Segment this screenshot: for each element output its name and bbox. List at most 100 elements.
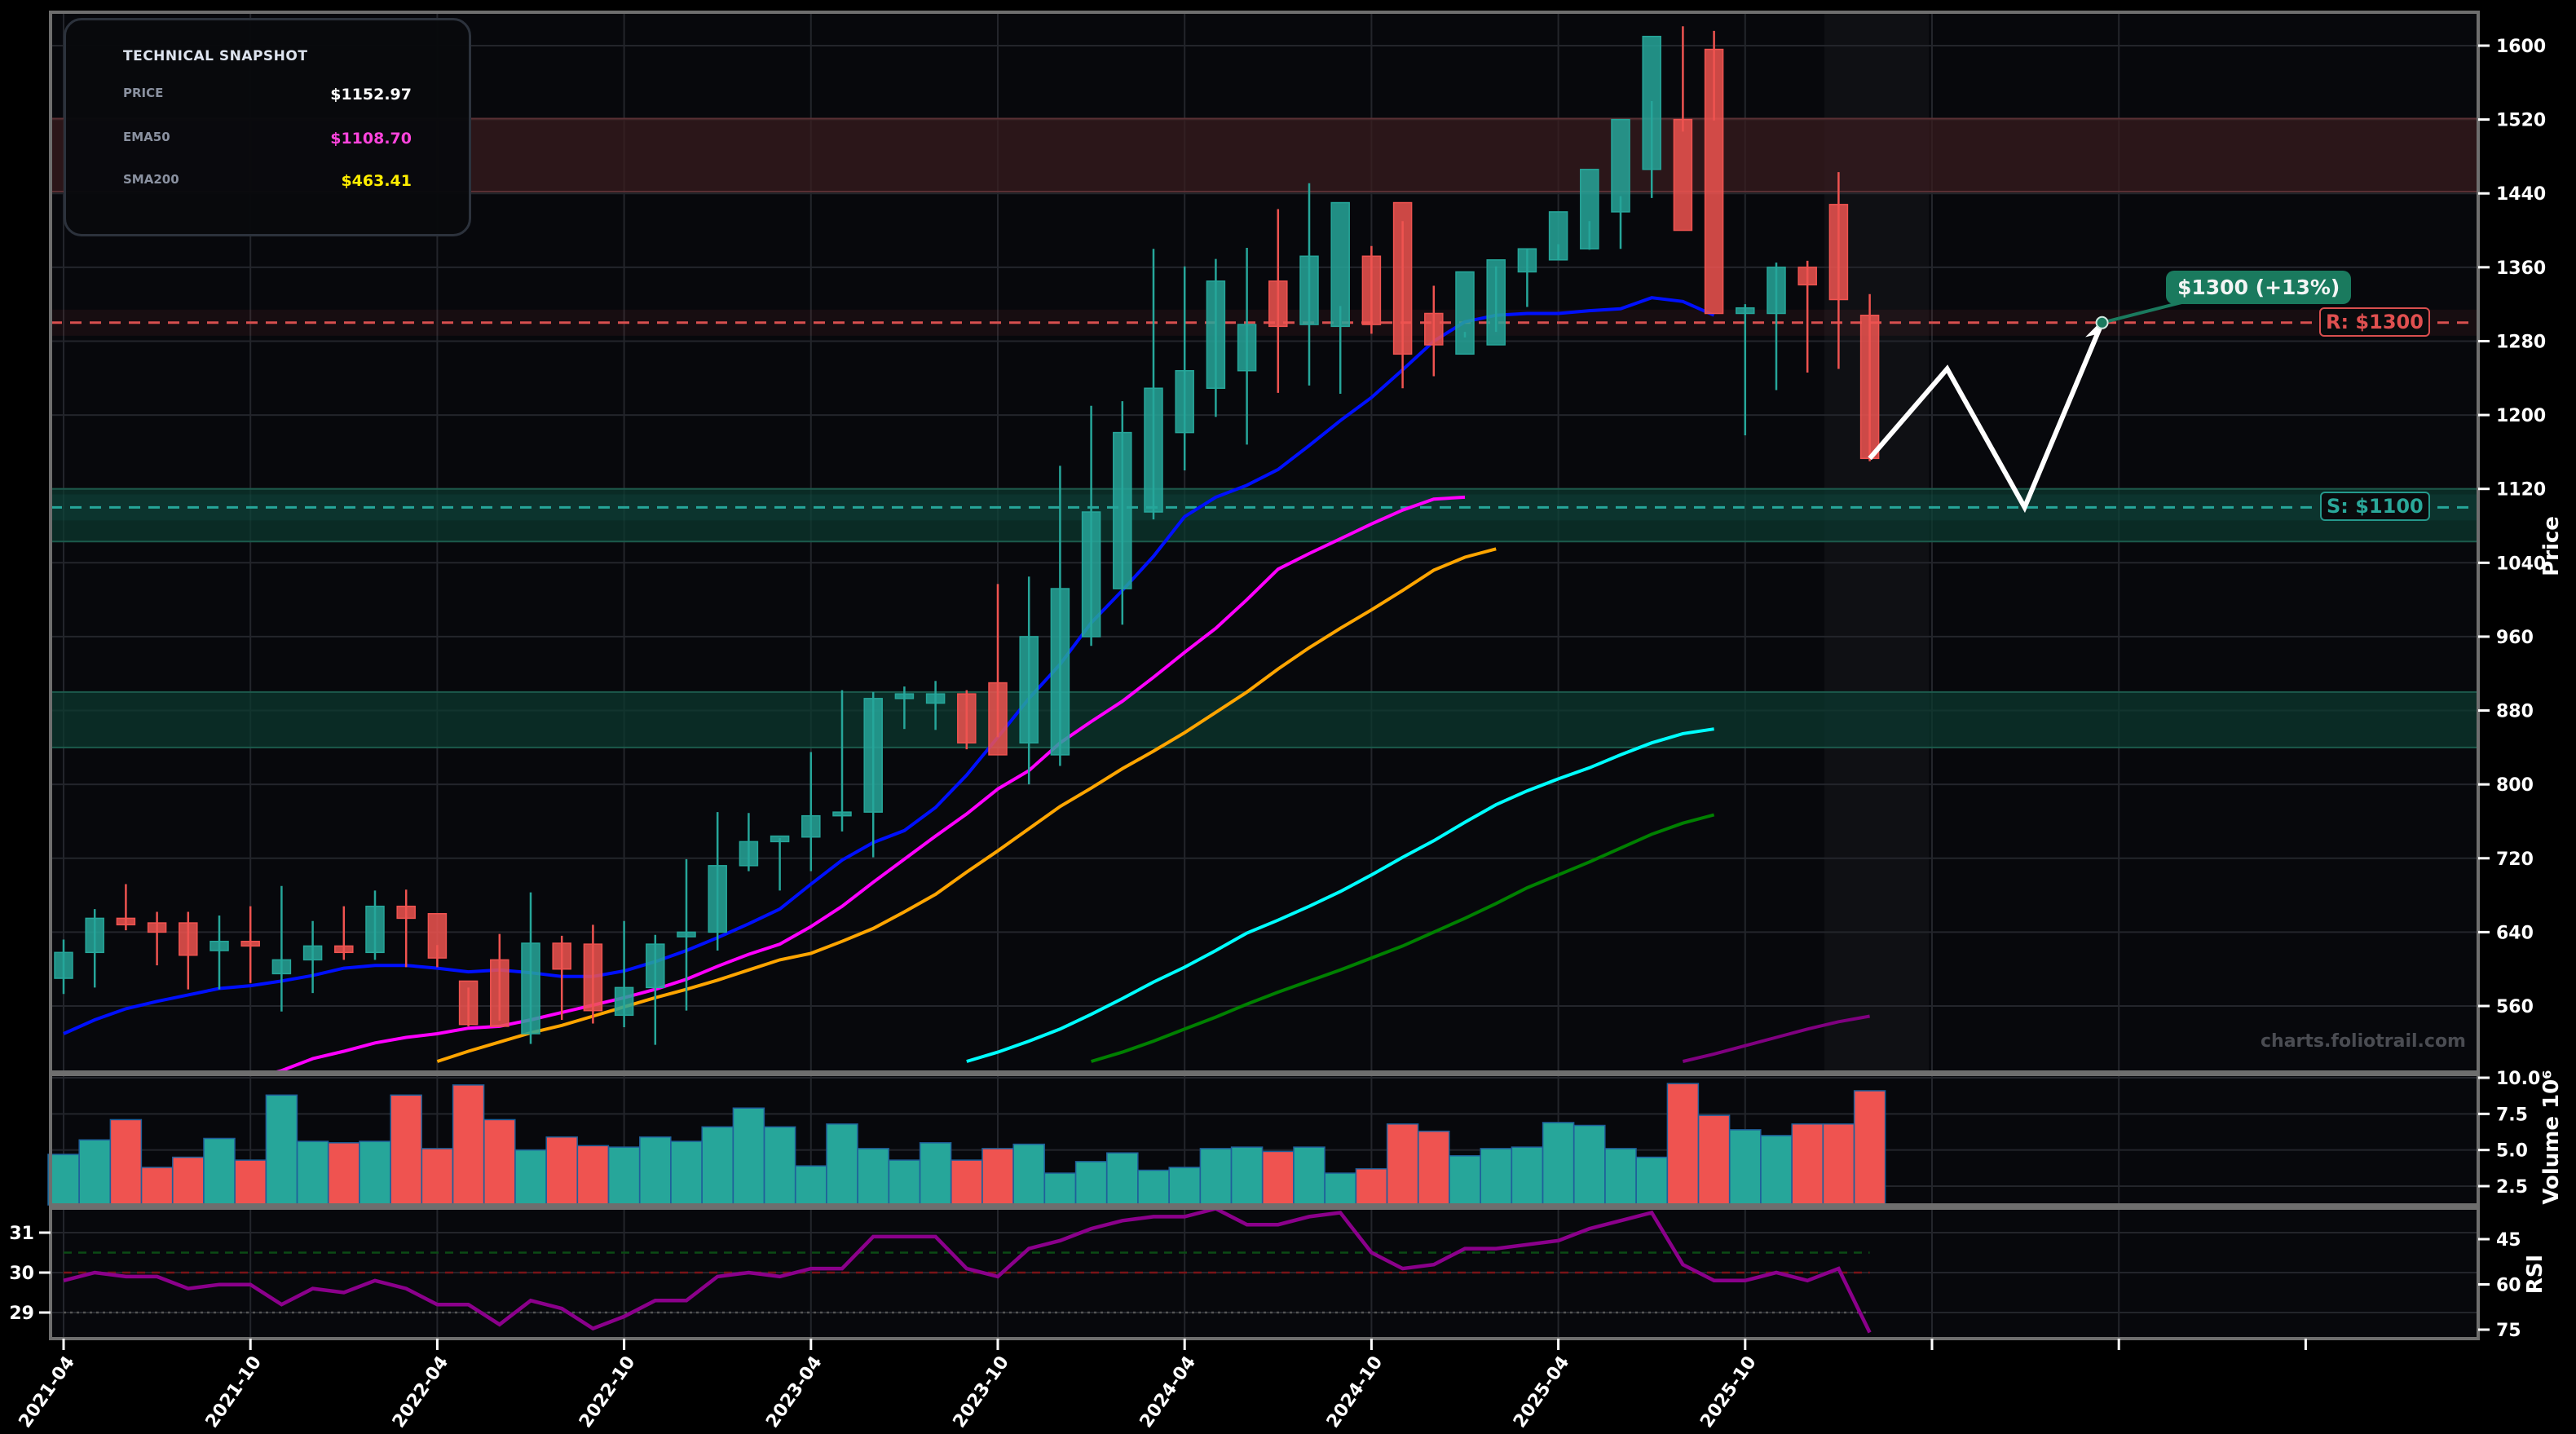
y-tick-label: 1440 xyxy=(2496,184,2546,205)
rsi-tick-label: 45 xyxy=(2496,1230,2521,1251)
price-axis-title: Price xyxy=(2539,516,2564,576)
volume-bar xyxy=(1324,1172,1356,1206)
y-tick-label: 640 xyxy=(2496,923,2534,943)
volume-bar xyxy=(1729,1129,1762,1206)
volume-bar xyxy=(1168,1167,1201,1206)
volume-tick-label: 2.5 xyxy=(2496,1177,2528,1198)
candle-body xyxy=(925,693,946,704)
ema50-value: $1108.70 xyxy=(330,130,412,148)
x-tick-label: 2022-10 xyxy=(576,1352,639,1432)
rsi-left-tick-label: 30 xyxy=(9,1264,34,1284)
snapshot-row-sma200: SMA200 $463.41 xyxy=(123,172,412,192)
volume-bar xyxy=(1604,1148,1637,1206)
volume-bar xyxy=(234,1159,267,1206)
volume-bar xyxy=(1760,1135,1793,1206)
y-tick-label: 1200 xyxy=(2496,406,2546,426)
volume-bar xyxy=(545,1136,578,1206)
candle-body xyxy=(1704,48,1724,315)
volume-bar xyxy=(1542,1122,1575,1206)
y-tick-label: 1280 xyxy=(2496,332,2546,352)
volume-bar xyxy=(514,1149,547,1206)
rsi-left-tick-label: 31 xyxy=(9,1224,34,1244)
x-tick-label: 2023-04 xyxy=(762,1352,826,1432)
candle-body xyxy=(210,940,229,951)
candle-body xyxy=(552,942,571,970)
volume-bar xyxy=(109,1119,143,1206)
volume-bar xyxy=(421,1148,454,1206)
candle-body xyxy=(1642,35,1661,170)
support-label: S: $1100 xyxy=(2320,492,2430,521)
volume-bar xyxy=(47,1154,80,1206)
candle-body xyxy=(396,905,416,920)
volume-bar xyxy=(78,1139,111,1206)
y-tick-label: 560 xyxy=(2496,997,2534,1017)
x-tick-label: 2025-10 xyxy=(1696,1352,1760,1432)
candle-body xyxy=(1859,314,1880,460)
volume-bar xyxy=(1480,1148,1512,1206)
volume-bar xyxy=(1697,1114,1731,1206)
volume-bar xyxy=(1012,1143,1045,1206)
candle-body xyxy=(271,959,292,975)
volume-bar xyxy=(1573,1124,1606,1206)
volume-bar xyxy=(888,1159,921,1206)
rsi-line xyxy=(63,1207,1872,1334)
volume-bar xyxy=(639,1136,672,1206)
x-tick-label: 2021-04 xyxy=(15,1352,79,1432)
price-label: PRICE xyxy=(123,86,164,100)
candle-body xyxy=(427,912,448,959)
watermark: charts.foliotrail.com xyxy=(2261,1031,2466,1052)
ma-line xyxy=(270,495,1466,1072)
candle-body xyxy=(583,943,603,1012)
volume-bar xyxy=(981,1148,1014,1206)
candle-body xyxy=(147,922,167,933)
y-tick-label: 1520 xyxy=(2496,111,2546,131)
ma-line xyxy=(1682,1014,1870,1063)
y-tick-label: 720 xyxy=(2496,849,2534,870)
x-tick-label: 2022-04 xyxy=(389,1352,452,1432)
volume-bar xyxy=(857,1148,889,1206)
volume-axis-title: Volume 10⁶ xyxy=(2539,1070,2564,1204)
panel-frame xyxy=(49,11,2480,1074)
target-leader-line xyxy=(2102,300,2186,324)
support-zone xyxy=(50,488,2479,543)
candle-body xyxy=(1548,211,1568,261)
candle-body xyxy=(179,922,198,956)
candle-body xyxy=(1424,312,1444,346)
candle-body xyxy=(1828,204,1849,301)
volume-bar xyxy=(1199,1148,1233,1206)
candle-body xyxy=(1299,255,1319,325)
rsi-left-tick-label: 29 xyxy=(9,1304,34,1324)
candle-body xyxy=(1673,118,1693,232)
candle-body xyxy=(365,905,385,954)
candle-body xyxy=(521,942,540,1035)
candle-body xyxy=(1736,307,1755,315)
candle-body xyxy=(894,693,915,699)
volume-bar xyxy=(670,1141,703,1206)
snapshot-row-ema50: EMA50 $1108.70 xyxy=(123,130,412,149)
candle-body xyxy=(832,811,852,817)
volume-tick-label: 5.0 xyxy=(2496,1141,2528,1162)
volume-bar xyxy=(1293,1146,1325,1206)
candle-body xyxy=(54,951,73,979)
snapshot-title: TECHNICAL SNAPSHOT xyxy=(123,48,308,64)
y-tick-label: 960 xyxy=(2496,628,2534,648)
candle-body xyxy=(116,917,136,926)
candle-body xyxy=(1175,369,1194,434)
volume-bar xyxy=(1137,1169,1170,1206)
candle-body xyxy=(739,841,759,867)
volume-bar xyxy=(1230,1146,1264,1206)
x-tick-label: 2023-10 xyxy=(950,1352,1013,1432)
volume-bar xyxy=(1449,1154,1481,1206)
candle-body xyxy=(240,940,260,947)
volume-bar xyxy=(265,1094,298,1206)
ma-line xyxy=(966,727,1714,1063)
volume-bar xyxy=(1106,1152,1139,1206)
volume-bar xyxy=(1635,1156,1668,1206)
candle-body xyxy=(1580,169,1599,249)
volume-bar xyxy=(1791,1123,1824,1206)
candle-body xyxy=(1050,588,1070,756)
volume-tick-label: 10.0 xyxy=(2496,1069,2540,1089)
volume-tick-label: 7.5 xyxy=(2496,1105,2528,1125)
candle-body xyxy=(85,917,104,954)
